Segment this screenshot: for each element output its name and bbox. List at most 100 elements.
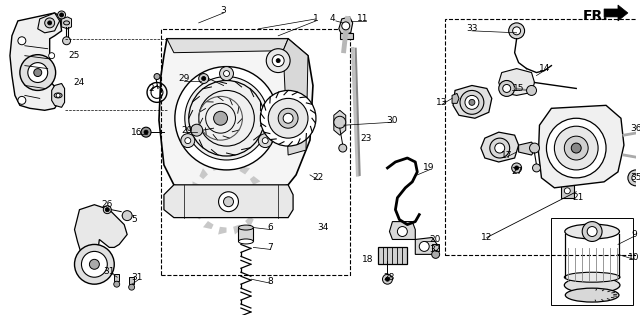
Circle shape [276,59,280,63]
Circle shape [529,143,540,153]
Circle shape [515,166,518,170]
Text: 17: 17 [501,150,513,160]
Circle shape [191,124,203,136]
Circle shape [509,23,525,39]
Circle shape [260,90,316,146]
Text: 23: 23 [360,134,371,143]
Circle shape [469,100,475,105]
Circle shape [144,130,148,134]
Ellipse shape [564,272,620,282]
Text: 1: 1 [313,15,319,23]
Text: 18: 18 [362,255,373,264]
Circle shape [564,136,588,160]
Polygon shape [561,185,574,198]
Circle shape [582,222,602,241]
Text: 20: 20 [429,235,441,244]
Polygon shape [499,69,534,95]
Circle shape [490,138,509,158]
Text: 33: 33 [466,24,477,33]
Polygon shape [227,161,235,169]
Circle shape [185,138,191,143]
Circle shape [432,250,440,258]
Circle shape [334,116,346,128]
Polygon shape [390,222,415,240]
Text: 36: 36 [630,124,640,133]
Polygon shape [199,168,208,179]
Circle shape [28,63,48,82]
Ellipse shape [239,225,253,230]
Ellipse shape [565,288,619,302]
Circle shape [220,67,234,81]
Polygon shape [432,245,439,252]
Polygon shape [239,167,250,174]
Polygon shape [52,83,65,107]
Text: 15: 15 [513,84,524,93]
Circle shape [527,85,536,95]
Circle shape [342,22,349,30]
Text: 27: 27 [511,167,522,176]
Circle shape [34,69,42,76]
Text: 29: 29 [181,126,193,135]
Bar [445,19,640,255]
Circle shape [502,84,511,92]
Polygon shape [245,216,253,227]
Polygon shape [415,238,437,254]
Circle shape [554,126,598,170]
Polygon shape [453,85,492,118]
Polygon shape [233,225,242,234]
Circle shape [259,134,272,148]
Text: 30: 30 [387,116,398,125]
Text: 19: 19 [424,163,435,173]
Circle shape [266,49,290,73]
Polygon shape [189,198,198,205]
Text: 26: 26 [102,200,113,209]
Circle shape [397,227,407,236]
Text: 21: 21 [573,193,584,202]
Text: FR.: FR. [583,9,609,23]
Polygon shape [38,13,60,33]
Circle shape [383,274,392,284]
Text: 14: 14 [539,64,550,73]
Text: 24: 24 [74,78,85,87]
Text: 2: 2 [148,84,154,93]
Text: 6: 6 [268,223,273,232]
Polygon shape [10,13,61,110]
Circle shape [572,143,581,153]
Circle shape [628,170,640,186]
Text: 31: 31 [104,267,115,276]
Text: 32: 32 [429,245,441,254]
Circle shape [63,37,70,45]
Polygon shape [340,33,353,39]
Polygon shape [538,105,624,188]
Circle shape [106,208,109,212]
Polygon shape [481,132,518,162]
Text: 9: 9 [631,230,637,239]
Text: 7: 7 [268,243,273,252]
Circle shape [385,277,390,281]
Circle shape [564,188,570,194]
Polygon shape [255,190,264,198]
Circle shape [18,37,26,45]
Polygon shape [283,39,308,155]
Circle shape [419,241,429,252]
Circle shape [48,21,52,25]
Polygon shape [339,17,353,35]
Circle shape [56,94,60,97]
Circle shape [214,111,227,125]
Circle shape [495,143,505,153]
Circle shape [460,90,484,114]
Circle shape [18,96,26,104]
Text: 12: 12 [481,233,493,242]
Polygon shape [115,274,119,281]
Circle shape [74,245,115,284]
Circle shape [114,281,120,287]
Polygon shape [159,39,313,195]
Circle shape [202,76,205,81]
Circle shape [181,134,195,148]
Circle shape [103,206,111,214]
Text: 11: 11 [357,15,369,23]
Text: 31: 31 [131,273,143,282]
Polygon shape [378,247,407,264]
Circle shape [141,127,151,137]
Circle shape [339,144,347,152]
